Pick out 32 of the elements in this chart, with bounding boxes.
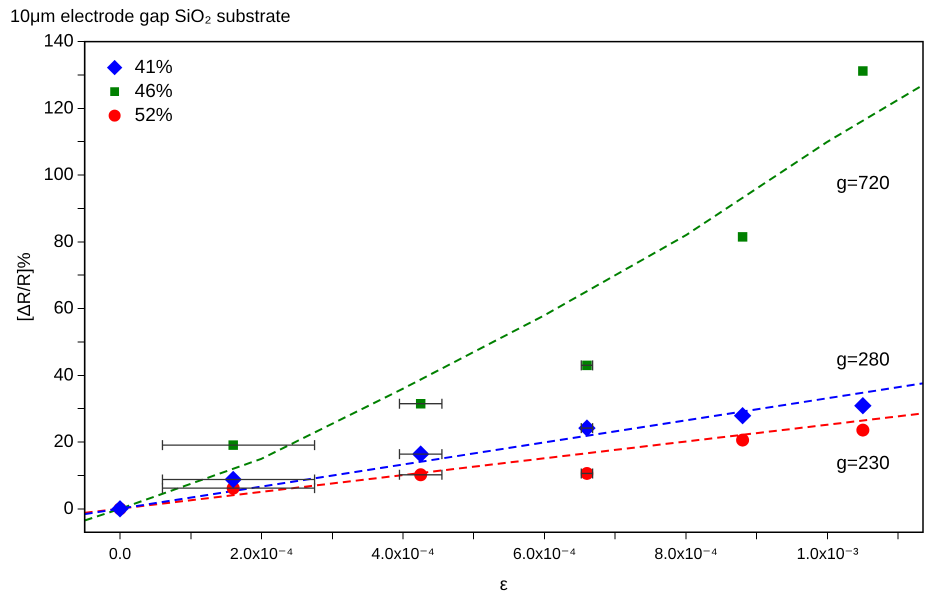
y-tick-label: 60: [54, 298, 74, 318]
chart-title: 10μm electrode gap SiO₂ substrate: [10, 6, 291, 26]
point: [738, 232, 748, 242]
y-tick-label: 40: [54, 364, 74, 384]
annotation: g=280: [836, 350, 890, 371]
point: [858, 66, 868, 76]
annotation: g=720: [836, 173, 890, 194]
point: [736, 434, 750, 447]
line-series: [84, 84, 923, 522]
y-tick-label: 20: [54, 431, 74, 452]
point: [578, 420, 596, 437]
point: [112, 500, 129, 518]
legend-label: 41%: [134, 56, 173, 78]
y-tick-label: 80: [54, 230, 74, 251]
y-axis-title: [ΔR/R]%: [14, 252, 34, 322]
point: [734, 407, 752, 424]
x-tick-label: 2.0x10⁻⁴: [230, 546, 294, 564]
legend-label: 46%: [134, 80, 173, 102]
y-tick-label: 100: [44, 164, 74, 184]
point: [854, 397, 872, 414]
x-tick-label: 1.0x10⁻³: [796, 546, 860, 564]
annotation: g=230: [836, 452, 890, 474]
y-tick-label: 120: [44, 97, 74, 118]
x-tick-label: 4.0x10⁻⁴: [371, 546, 435, 564]
x-tick-label: 6.0x10⁻⁴: [512, 546, 576, 564]
x-tick-label: 8.0x10⁻⁴: [654, 546, 718, 564]
x-tick-label: 0.0: [108, 546, 132, 564]
y-tick-label: 0: [64, 498, 74, 518]
point: [856, 424, 870, 437]
legend-label: 52%: [134, 104, 173, 126]
x-axis-title: ε: [500, 574, 508, 594]
y-tick-label: 140: [44, 30, 74, 51]
